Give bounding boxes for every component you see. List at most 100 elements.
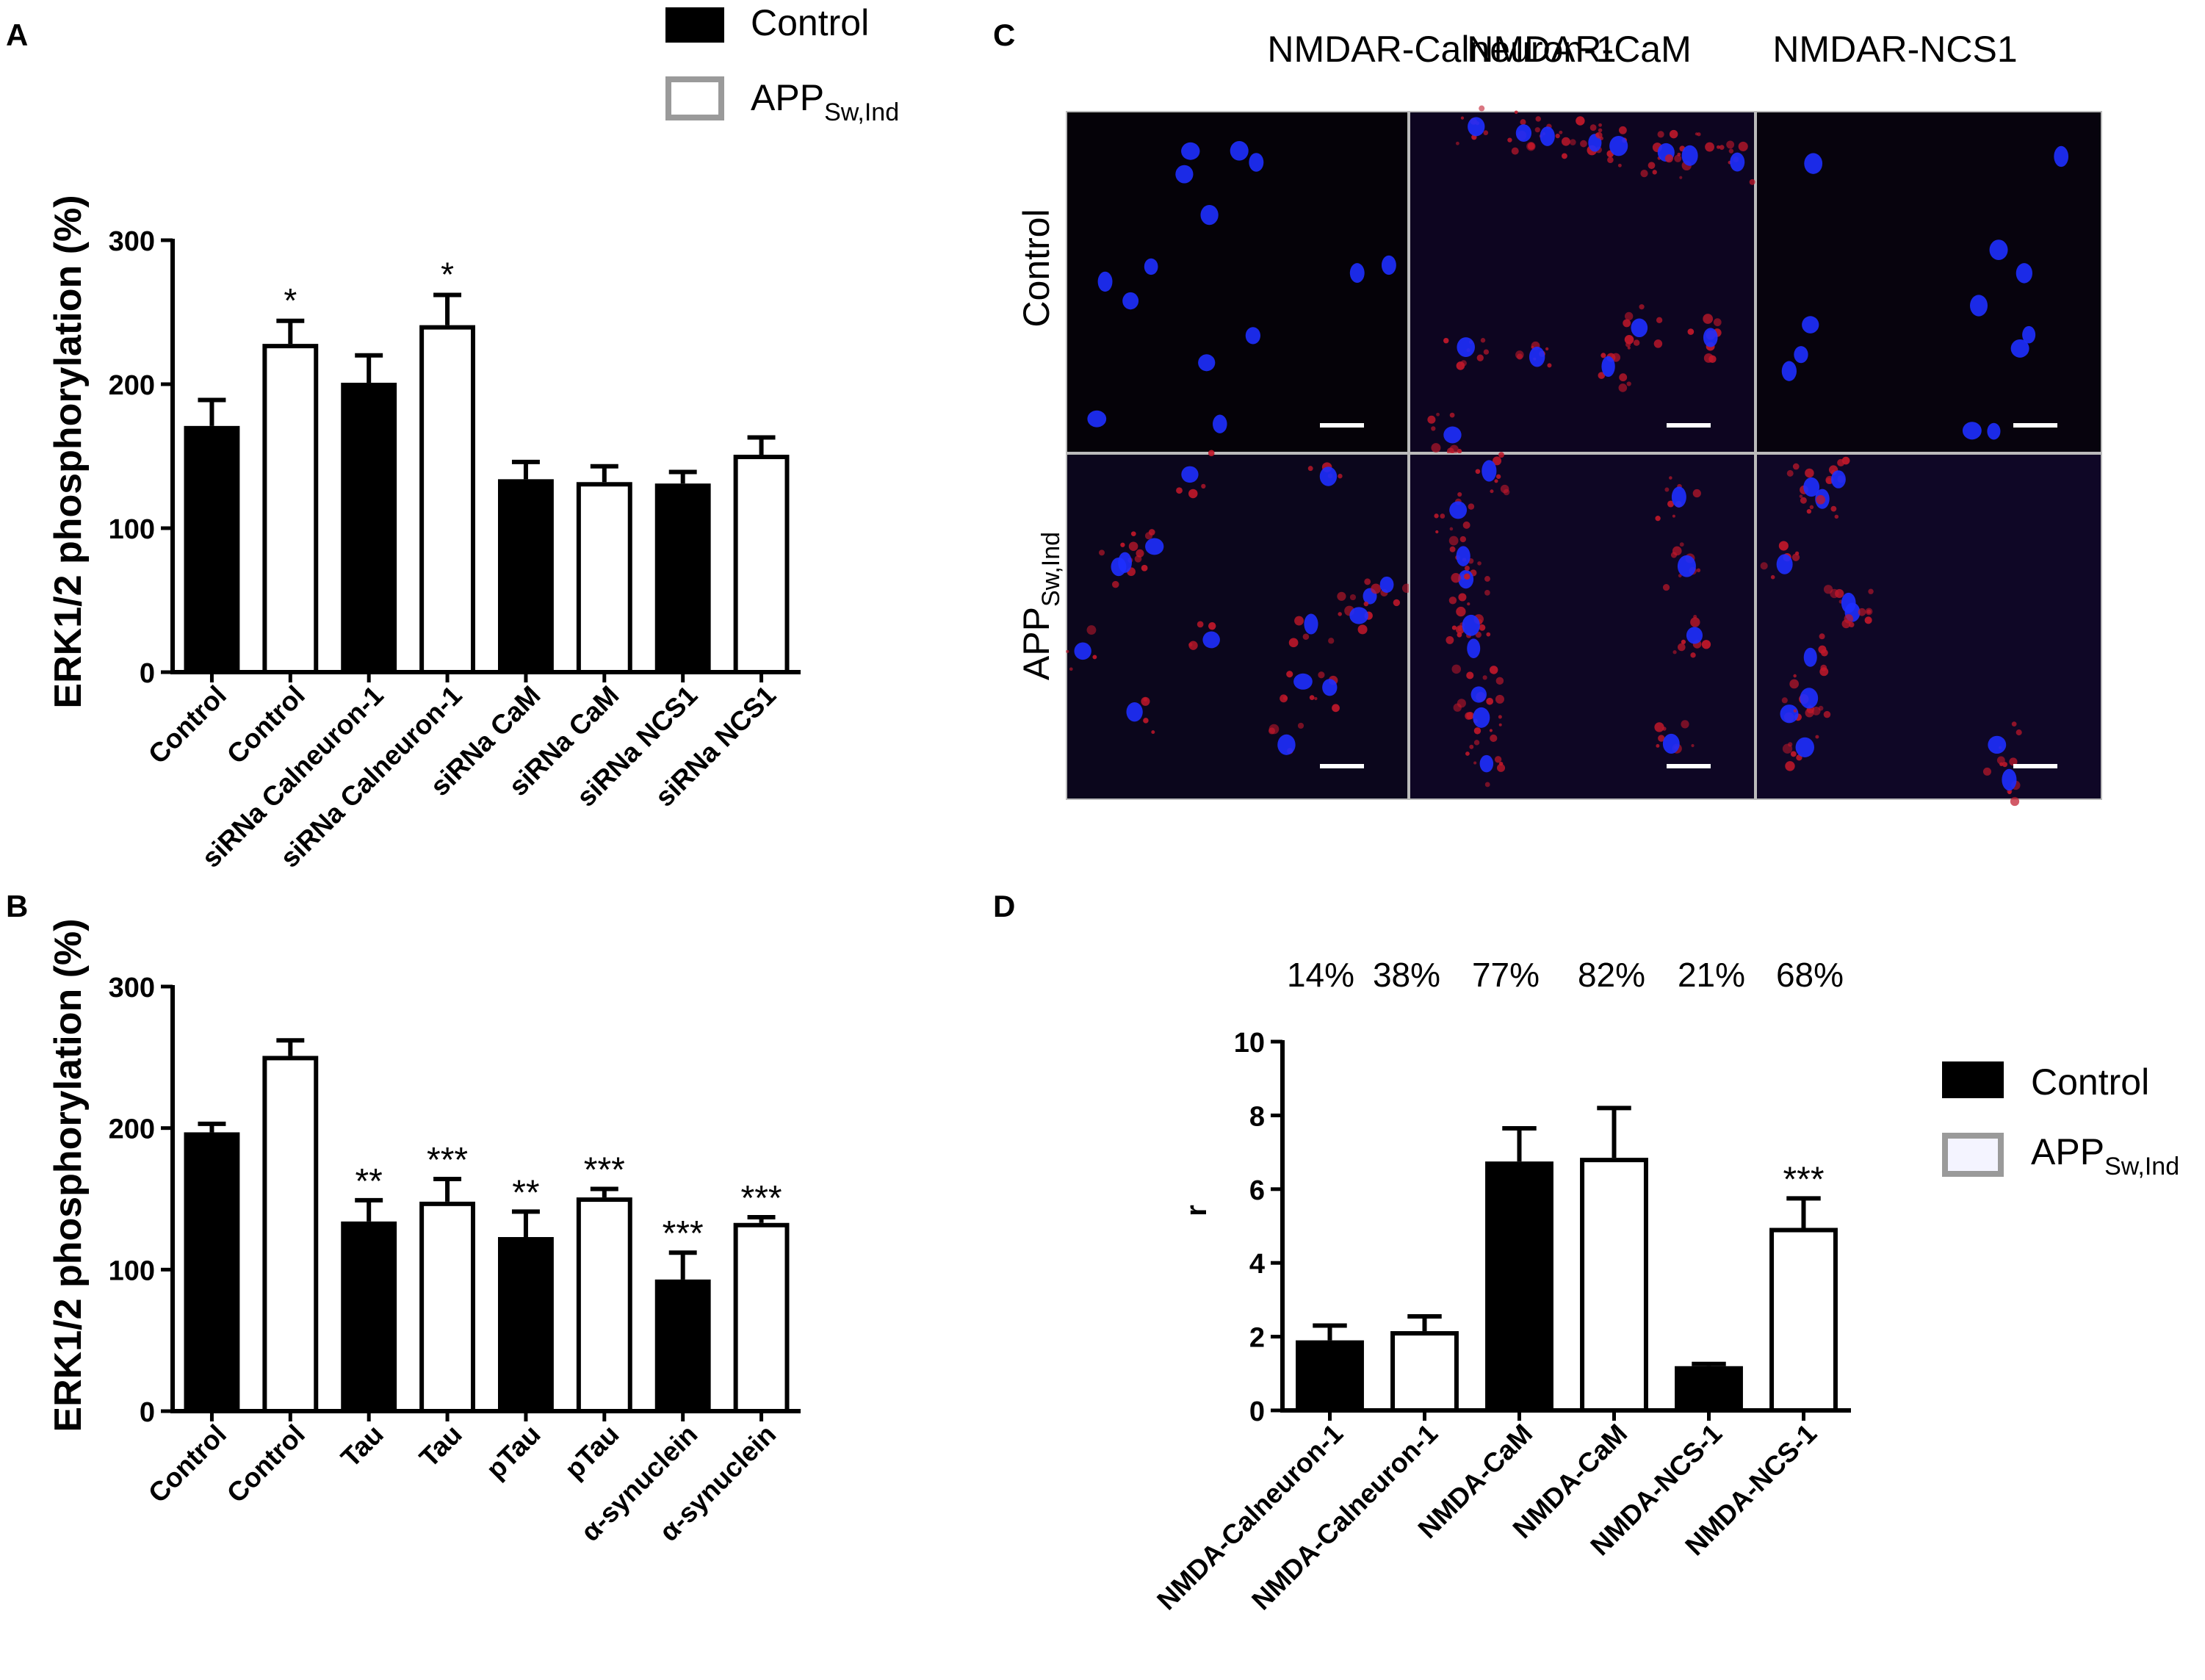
- red-signal: [1640, 170, 1648, 178]
- red-signal: [1338, 612, 1342, 616]
- red-signal: [1793, 709, 1797, 713]
- nucleus: [1831, 470, 1846, 489]
- nucleus: [1803, 647, 1817, 667]
- red-signal: [1314, 696, 1318, 701]
- red-signal: [1328, 638, 1335, 644]
- y-tick-label: 300: [109, 226, 155, 257]
- red-signal: [1484, 782, 1490, 787]
- red-signal: [1790, 751, 1797, 757]
- red-signal: [1469, 744, 1474, 749]
- red-signal: [1496, 763, 1506, 772]
- nucleus: [1515, 124, 1532, 143]
- red-signal: [1494, 756, 1502, 763]
- nucleus: [1795, 737, 1814, 757]
- red-signal: [1460, 360, 1467, 367]
- percent-label: 14%: [1287, 956, 1354, 994]
- red-signal: [1617, 163, 1622, 167]
- red-signal: [1674, 154, 1682, 162]
- red-signal: [1672, 650, 1677, 655]
- red-signal: [1455, 141, 1459, 145]
- nucleus: [1662, 733, 1680, 754]
- red-signal: [1794, 551, 1800, 555]
- red-signal: [1465, 712, 1473, 720]
- nucleus: [1293, 673, 1313, 690]
- column-label-3: NMDAR-NCS1: [1772, 29, 2017, 70]
- red-signal: [1479, 624, 1486, 631]
- nucleus: [1202, 631, 1220, 649]
- legend-d-label-control: Control: [2031, 1061, 2149, 1103]
- red-signal: [1208, 621, 1216, 630]
- red-signal: [1440, 513, 1446, 519]
- red-signal: [1670, 552, 1678, 558]
- bar: [262, 344, 319, 674]
- red-signal: [1318, 671, 1325, 679]
- red-signal: [1337, 591, 1346, 601]
- legend-label-app: APPSw,Ind: [751, 77, 899, 126]
- nucleus: [1097, 271, 1113, 292]
- red-signal: [1708, 355, 1717, 364]
- red-signal: [1690, 617, 1700, 627]
- percent-label: 68%: [1776, 956, 1844, 994]
- y-tick-label: 300: [109, 973, 155, 1003]
- tile-background: [1066, 453, 1409, 800]
- legend-d-swatch-app: [1942, 1133, 2004, 1177]
- red-signal: [1598, 372, 1606, 379]
- red-signal: [1770, 574, 1775, 580]
- nucleus: [1449, 501, 1468, 519]
- red-signal: [1607, 156, 1614, 164]
- nucleus: [1794, 346, 1808, 364]
- red-signal: [1626, 381, 1631, 386]
- nucleus: [1631, 318, 1648, 338]
- red-signal: [1459, 536, 1467, 543]
- nucleus: [1249, 153, 1264, 172]
- bar: [654, 1279, 711, 1413]
- red-signal: [2011, 721, 2017, 727]
- red-signal: [1448, 596, 1457, 605]
- panel-letter-c: C: [993, 18, 1015, 52]
- bar: [1580, 1158, 1648, 1413]
- red-signal: [1749, 179, 1755, 185]
- nucleus: [1802, 316, 1819, 334]
- nucleus: [1479, 754, 1494, 773]
- nucleus: [1781, 361, 1797, 381]
- y-tick-label: 100: [109, 514, 155, 545]
- nucleus: [1379, 576, 1394, 593]
- red-signal: [1371, 583, 1382, 594]
- red-signal: [1618, 126, 1627, 134]
- red-signal: [1599, 136, 1603, 140]
- red-signal: [1691, 743, 1695, 748]
- red-signal: [1535, 116, 1541, 122]
- red-signal: [1338, 473, 1343, 479]
- bar: [1390, 1331, 1459, 1413]
- significance-label: ***: [427, 1141, 468, 1180]
- red-signal: [1696, 568, 1701, 573]
- red-signal: [1562, 153, 1567, 159]
- red-signal: [1460, 116, 1465, 120]
- red-signal: [1500, 484, 1509, 494]
- red-signal: [1092, 655, 1097, 660]
- nucleus: [1969, 295, 1988, 317]
- red-signal: [1451, 572, 1461, 583]
- red-signal: [1477, 561, 1482, 566]
- red-signal: [1664, 154, 1673, 163]
- nucleus: [1841, 592, 1856, 613]
- red-signal: [1302, 633, 1310, 641]
- red-signal: [1489, 666, 1498, 674]
- red-signal: [1623, 319, 1631, 328]
- nucleus: [1118, 552, 1132, 573]
- red-signal: [1466, 671, 1474, 679]
- significance-label: **: [512, 1173, 539, 1212]
- red-signal: [1307, 466, 1313, 472]
- nucleus: [1322, 679, 1338, 696]
- red-signal: [1868, 588, 1874, 594]
- nucleus: [1198, 354, 1216, 372]
- red-signal: [1483, 349, 1490, 355]
- nucleus: [1989, 239, 2008, 261]
- red-signal: [1446, 635, 1454, 644]
- y-axis-label-b: ERK1/2 phosphorylation (%): [47, 918, 90, 1432]
- red-signal: [1690, 652, 1696, 658]
- nucleus: [1686, 627, 1703, 644]
- red-signal: [1656, 743, 1660, 748]
- red-signal: [1494, 479, 1498, 483]
- y-tick-label: 200: [109, 1114, 155, 1145]
